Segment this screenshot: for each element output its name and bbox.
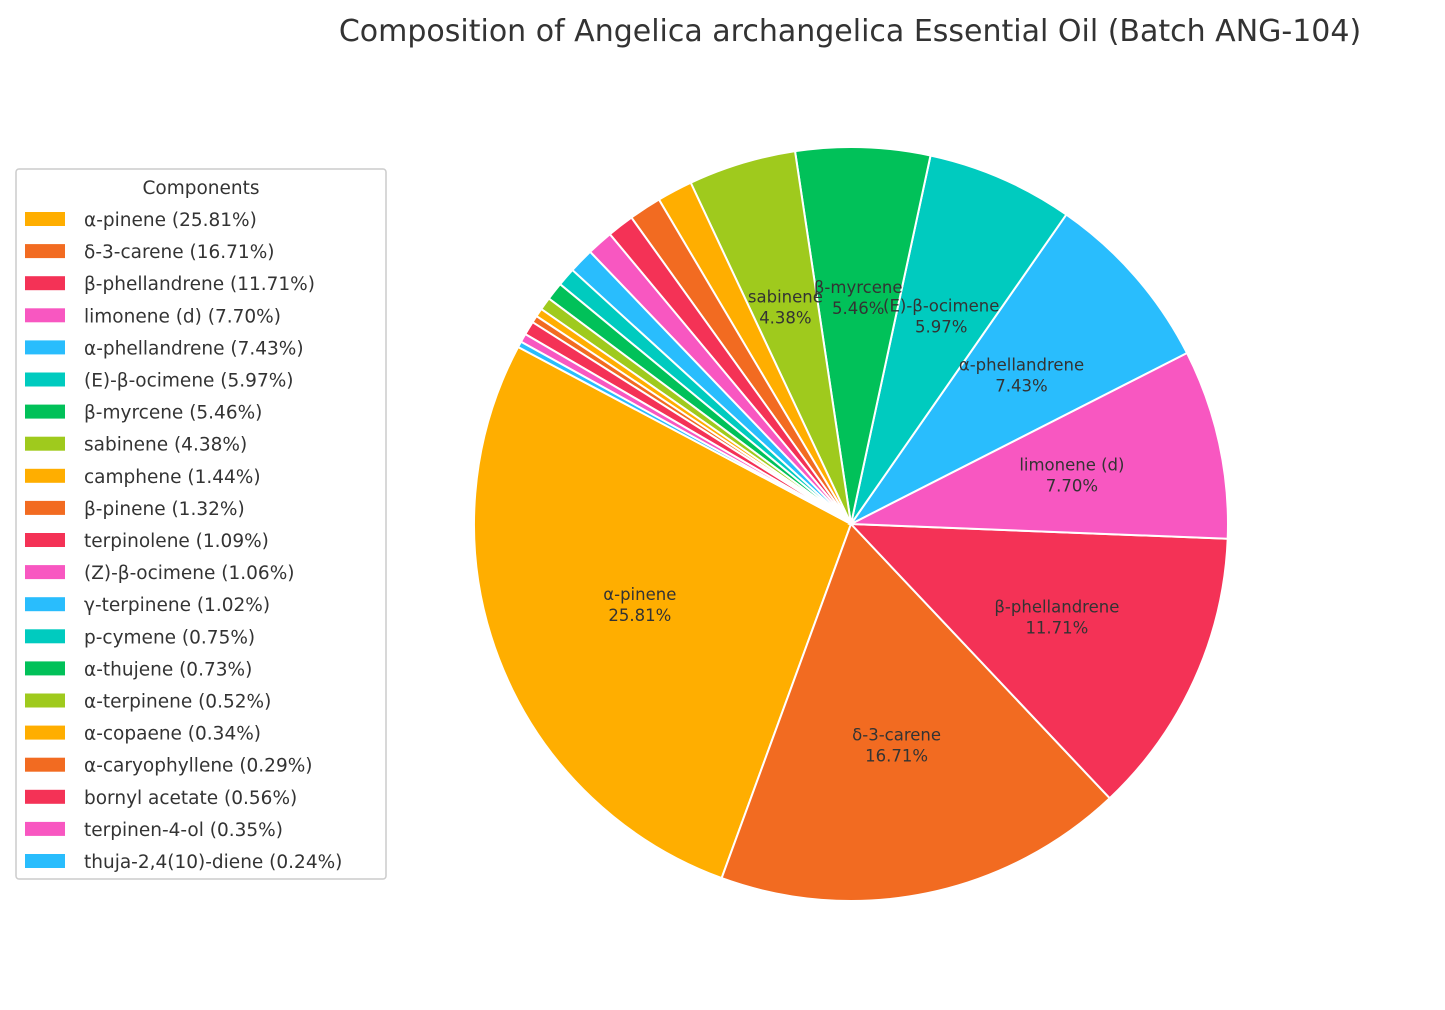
legend-swatch (25, 404, 65, 419)
pie-slice-β-phellandrene (848, 522, 1229, 800)
slice-label-β-myrcene: β-myrcene 5.46% (814, 278, 903, 318)
legend-item-α-copaene: α-copaene (0.34%) (25, 724, 261, 745)
legend-swatch (25, 565, 65, 580)
slice-label-α-pinene: α-pinene 25.81% (603, 585, 676, 625)
legend-label: (Z)-β-ocimene (1.06%) (84, 563, 295, 584)
legend-swatch (25, 533, 65, 547)
chart-title: Composition of Angelica archangelica Ess… (339, 14, 1361, 49)
legend-item-α-thujene: α-thujene (0.73%) (25, 659, 252, 680)
legend-item-α-caryophyllene: α-caryophyllene (0.29%) (25, 756, 313, 777)
slice-label-β-phellandrene: β-phellandrene 11.71% (994, 598, 1119, 638)
slice-label-limonene-d: limonene (d) 7.70% (1019, 456, 1124, 496)
legend-swatch (25, 244, 65, 259)
legend-label: δ-3-carene (16.71%) (84, 242, 275, 263)
legend-item-p-cymene: p-cymene (0.75%) (25, 627, 255, 648)
legend-item-δ-3-carene: δ-3-carene (16.71%) (25, 242, 275, 263)
legend-item-β-myrcene: β-myrcene (5.46%) (25, 403, 262, 424)
legend-item-α-pinene: α-pinene (25.81%) (25, 210, 257, 231)
legend-item-sabinene: sabinene (4.38%) (25, 435, 247, 456)
legend-label: β-phellandrene (11.71%) (84, 274, 315, 295)
legend-label: terpinolene (1.09%) (84, 531, 269, 552)
slice-label-sabinene: sabinene 4.38% (748, 288, 823, 328)
legend-swatch (25, 212, 65, 226)
legend-item-camphene: camphene (1.44%) (25, 467, 261, 488)
legend-swatch (25, 821, 65, 836)
legend-item-e-β-ocimene: (E)-β-ocimene (5.97%) (25, 371, 294, 392)
legend-swatch (25, 757, 65, 772)
legend-label: bornyl acetate (0.56%) (84, 788, 297, 809)
pie-slice-α-pinene (473, 345, 853, 880)
legend-label: thuja-2,4(10)-diene (0.24%) (84, 852, 342, 873)
legend-item-γ-terpinene: γ-terpinene (1.02%) (25, 595, 270, 616)
legend-label: α-caryophyllene (0.29%) (84, 756, 313, 777)
legend-swatch (25, 340, 65, 355)
legend-swatch (25, 372, 65, 387)
legend-swatch (25, 308, 65, 323)
legend-swatch (25, 693, 65, 708)
legend-label: β-myrcene (5.46%) (84, 403, 262, 424)
legend-swatch (25, 597, 65, 612)
legend-swatch (25, 661, 65, 676)
pie-slice-α-phellandrene (850, 213, 1189, 525)
legend-label: γ-terpinene (1.02%) (84, 595, 270, 616)
pie-slice-β-myrcene (793, 146, 932, 525)
pie-slice-e-β-ocimene (850, 154, 1068, 525)
pie-slice-limonene-d (847, 351, 1229, 540)
legend-items: α-pinene (25.81%) δ-3-carene (16.71%) β-ph… (25, 210, 342, 873)
legend-item-z-β-ocimene: (Z)-β-ocimene (1.06%) (25, 563, 295, 584)
legend-label: α-pinene (25.81%) (84, 210, 257, 231)
pie-slice-thuja-2-4-10-diene (516, 340, 852, 525)
legend-swatch (25, 468, 65, 483)
legend-label: limonene (d) (7.70%) (84, 306, 281, 327)
legend-item-terpinolene: terpinolene (1.09%) (25, 531, 269, 552)
legend-item-α-terpinene: α-terpinene (0.52%) (25, 692, 271, 713)
legend-label: camphene (1.44%) (84, 467, 261, 488)
legend-label: terpinen-4-ol (0.35%) (84, 820, 283, 841)
legend-item-β-pinene: β-pinene (1.32%) (25, 499, 245, 520)
pie-slice-δ-3-carene (720, 522, 1112, 902)
legend-item-bornyl-acetate: bornyl acetate (0.56%) (25, 788, 297, 809)
legend-swatch (25, 436, 65, 451)
legend-item-limonene-d: limonene (d) (7.70%) (25, 306, 281, 327)
slice-label-e-β-ocimene: (E)-β-ocimene 5.97% (883, 297, 999, 337)
legend-label: α-terpinene (0.52%) (84, 692, 271, 713)
slice-label-α-phellandrene: α-phellandrene 7.43% (959, 355, 1084, 395)
pie-labels: α-pinene 25.81% δ-3-carene 16.71% β-phelland… (603, 278, 1124, 766)
legend-item-β-phellandrene: β-phellandrene (11.71%) (25, 274, 315, 295)
legend-swatch (25, 629, 65, 644)
legend-swatch (25, 854, 65, 868)
legend-swatch (25, 500, 65, 515)
legend-swatch (25, 276, 65, 291)
pie-slices (473, 146, 1229, 902)
legend-swatch (25, 789, 65, 804)
legend-label: p-cymene (0.75%) (84, 627, 255, 648)
legend-item-thuja-2-4-10-diene: thuja-2,4(10)-diene (0.24%) (25, 852, 342, 873)
legend-label: α-thujene (0.73%) (84, 659, 252, 680)
legend-title: Components (142, 178, 259, 199)
legend: Components α-pinene (25.81%) δ-3-carene (… (15, 168, 387, 880)
legend-item-terpinen-4-ol: terpinen-4-ol (0.35%) (25, 820, 283, 841)
legend-label: β-pinene (1.32%) (84, 499, 245, 520)
legend-label: α-copaene (0.34%) (84, 724, 261, 745)
legend-label: sabinene (4.38%) (84, 435, 247, 456)
legend-item-α-phellandrene: α-phellandrene (7.43%) (25, 338, 304, 359)
legend-label: α-phellandrene (7.43%) (84, 338, 304, 359)
legend-swatch (25, 725, 65, 740)
legend-label: (E)-β-ocimene (5.97%) (84, 371, 294, 392)
slice-label-δ-3-carene: δ-3-carene 16.71% (852, 726, 941, 766)
legend-frame (15, 168, 387, 880)
